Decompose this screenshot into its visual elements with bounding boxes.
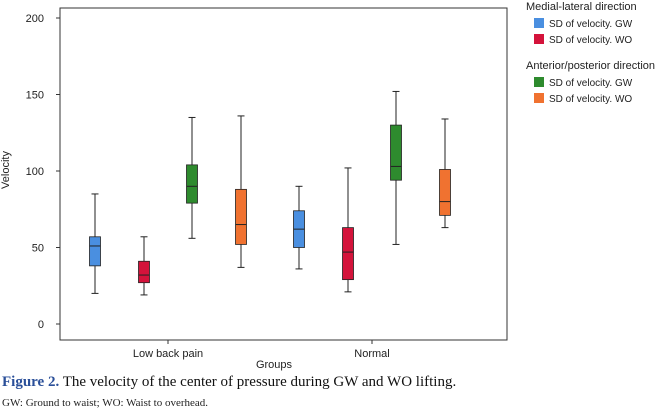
x-tick-label: Normal: [354, 348, 389, 360]
legend-swatch: [534, 34, 544, 44]
legend-label: SD of velocity. GW: [549, 78, 633, 89]
legend: Medial-lateral direction SD of velocity. …: [526, 1, 655, 105]
legend-label: SD of velocity. WO: [549, 94, 632, 105]
y-axis: 0 50 100 150 200: [26, 13, 60, 331]
box-0-0: [89, 193, 101, 294]
y-tick-label: 100: [26, 166, 44, 178]
legend-label: SD of velocity. GW: [549, 19, 633, 30]
box-2-1: [390, 90, 402, 245]
box-body: [138, 260, 150, 284]
legend-swatch: [534, 93, 544, 103]
figure-label: Figure 2.: [2, 374, 60, 390]
box-2-0: [186, 116, 198, 239]
y-axis-title: Velocity: [0, 151, 12, 189]
box-body: [235, 188, 247, 245]
y-tick-label: 150: [26, 90, 44, 102]
plot-frame: [59, 7, 508, 341]
box-body: [89, 236, 101, 267]
x-axis-title: Groups: [256, 359, 293, 371]
figure-footnote: GW: Ground to waist; WO: Waist to overhe…: [2, 397, 209, 409]
figure-caption: Figure 2. The velocity of the center of …: [2, 374, 456, 391]
legend-label: SD of velocity. WO: [549, 35, 632, 46]
box-body: [439, 169, 451, 216]
x-tick-label: Low back pain: [133, 348, 203, 360]
legend-swatch: [534, 18, 544, 28]
box-3-1: [439, 118, 451, 229]
y-tick-label: 200: [26, 13, 44, 25]
boxes-layer: [89, 90, 451, 296]
y-tick-label: 0: [38, 319, 44, 331]
boxplot-chart: 0 50 100 150 200 Low back pain Normal Medial-…: [0, 1, 655, 371]
box-body: [186, 164, 198, 204]
plot-border: [59, 7, 508, 341]
legend-swatch: [534, 77, 544, 87]
box-body: [390, 124, 402, 181]
box-1-0: [138, 236, 150, 296]
figure-caption-text: The velocity of the center of pressure d…: [59, 374, 457, 390]
box-body: [342, 227, 354, 281]
legend-group-title: Medial-lateral direction: [526, 1, 637, 13]
box-0-1: [293, 185, 305, 270]
box-1-1: [342, 167, 354, 293]
legend-group-title: Anterior/posterior direction: [526, 60, 655, 72]
box-3-0: [235, 115, 247, 268]
x-axis: Low back pain Normal: [133, 340, 390, 360]
y-tick-label: 50: [32, 243, 44, 255]
